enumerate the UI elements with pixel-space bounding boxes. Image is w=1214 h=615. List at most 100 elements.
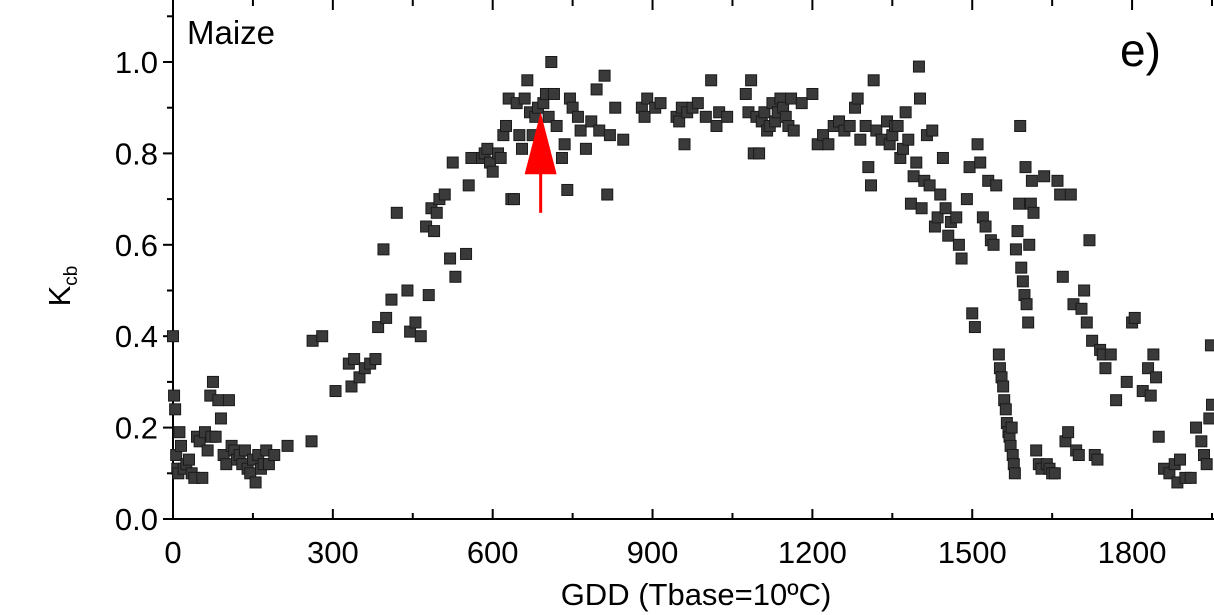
data-point bbox=[513, 129, 526, 142]
data-point bbox=[931, 211, 944, 224]
data-point bbox=[430, 206, 443, 219]
y-tick-label: 1.0 bbox=[115, 45, 158, 80]
data-point bbox=[574, 124, 587, 137]
data-point bbox=[654, 97, 667, 110]
data-point bbox=[934, 188, 947, 201]
x-tick-label: 0 bbox=[164, 535, 181, 570]
data-point bbox=[1020, 298, 1033, 311]
data-point bbox=[739, 87, 752, 100]
data-point bbox=[385, 293, 398, 306]
data-point bbox=[891, 119, 904, 132]
data-point bbox=[854, 133, 867, 146]
data-point bbox=[449, 270, 462, 283]
data-point bbox=[987, 238, 1000, 251]
data-point bbox=[428, 225, 441, 238]
data-point bbox=[542, 110, 555, 123]
data-point bbox=[345, 380, 358, 393]
data-point bbox=[787, 124, 800, 137]
data-point bbox=[862, 161, 875, 174]
data-point bbox=[1062, 426, 1075, 439]
data-point bbox=[721, 110, 734, 123]
data-point bbox=[910, 156, 923, 169]
x-tick-label: 300 bbox=[307, 535, 359, 570]
y-axis-title-main: K bbox=[42, 285, 77, 306]
data-point bbox=[673, 115, 686, 128]
data-point bbox=[1005, 421, 1018, 434]
data-point bbox=[795, 97, 808, 110]
data-point bbox=[1190, 421, 1203, 434]
data-point bbox=[169, 403, 182, 416]
data-point bbox=[974, 156, 987, 169]
data-point bbox=[1120, 375, 1133, 388]
data-point bbox=[960, 193, 973, 206]
data-point bbox=[785, 92, 798, 105]
data-point bbox=[968, 321, 981, 334]
data-point bbox=[316, 330, 329, 343]
data-point bbox=[950, 211, 963, 224]
data-point bbox=[508, 193, 521, 206]
data-point bbox=[196, 471, 209, 484]
data-point bbox=[617, 133, 630, 146]
data-point bbox=[220, 458, 233, 471]
data-point bbox=[1016, 275, 1029, 288]
data-point bbox=[547, 87, 560, 100]
data-point bbox=[691, 97, 704, 110]
data-point bbox=[401, 284, 414, 297]
data-point bbox=[902, 133, 915, 146]
data-point bbox=[550, 119, 563, 132]
data-point bbox=[710, 119, 723, 132]
data-point bbox=[914, 92, 927, 105]
data-point bbox=[414, 330, 427, 343]
data-point bbox=[963, 161, 976, 174]
data-point bbox=[923, 179, 936, 192]
data-point bbox=[521, 74, 534, 87]
data-point bbox=[1083, 234, 1096, 247]
data-point bbox=[1013, 197, 1026, 210]
data-point bbox=[1030, 444, 1043, 457]
data-point bbox=[222, 394, 235, 407]
data-point bbox=[1150, 371, 1163, 384]
data-point bbox=[1078, 284, 1091, 297]
axis-ticks bbox=[163, 0, 1213, 520]
data-point bbox=[1144, 389, 1157, 402]
y-axis-title: Kcb bbox=[42, 266, 82, 307]
data-point bbox=[555, 151, 568, 164]
data-point bbox=[806, 87, 819, 100]
data-point bbox=[1011, 225, 1024, 238]
x-tick-label: 1200 bbox=[778, 535, 847, 570]
data-point bbox=[1110, 394, 1123, 407]
panel-label: e) bbox=[1120, 24, 1161, 76]
data-point bbox=[699, 110, 712, 123]
data-point bbox=[843, 119, 856, 132]
y-tick-label: 0.6 bbox=[115, 228, 158, 263]
arrow-head bbox=[524, 112, 557, 175]
data-point bbox=[678, 138, 691, 151]
y-tick-label: 0.0 bbox=[115, 502, 158, 537]
data-point bbox=[174, 439, 187, 452]
data-point bbox=[1056, 270, 1069, 283]
data-point bbox=[561, 183, 574, 196]
data-point bbox=[971, 138, 984, 151]
data-point bbox=[952, 238, 965, 251]
data-point bbox=[214, 412, 227, 425]
data-point bbox=[518, 92, 531, 105]
data-point bbox=[268, 449, 281, 462]
data-point bbox=[348, 353, 361, 366]
data-point bbox=[377, 243, 390, 256]
data-point bbox=[899, 106, 912, 119]
data-point bbox=[1075, 302, 1088, 315]
data-point bbox=[990, 179, 1003, 192]
crop-label: Maize bbox=[187, 14, 275, 51]
data-point bbox=[1174, 453, 1187, 466]
data-point bbox=[1019, 161, 1032, 174]
data-point bbox=[182, 453, 195, 466]
data-point bbox=[585, 115, 598, 128]
data-point bbox=[955, 252, 968, 265]
data-point bbox=[167, 330, 179, 343]
data-point bbox=[212, 394, 225, 407]
data-point bbox=[1064, 188, 1077, 201]
data-point bbox=[753, 147, 766, 160]
data-point bbox=[1204, 339, 1214, 352]
data-point bbox=[867, 74, 880, 87]
y-tick-label: 0.2 bbox=[115, 411, 158, 446]
